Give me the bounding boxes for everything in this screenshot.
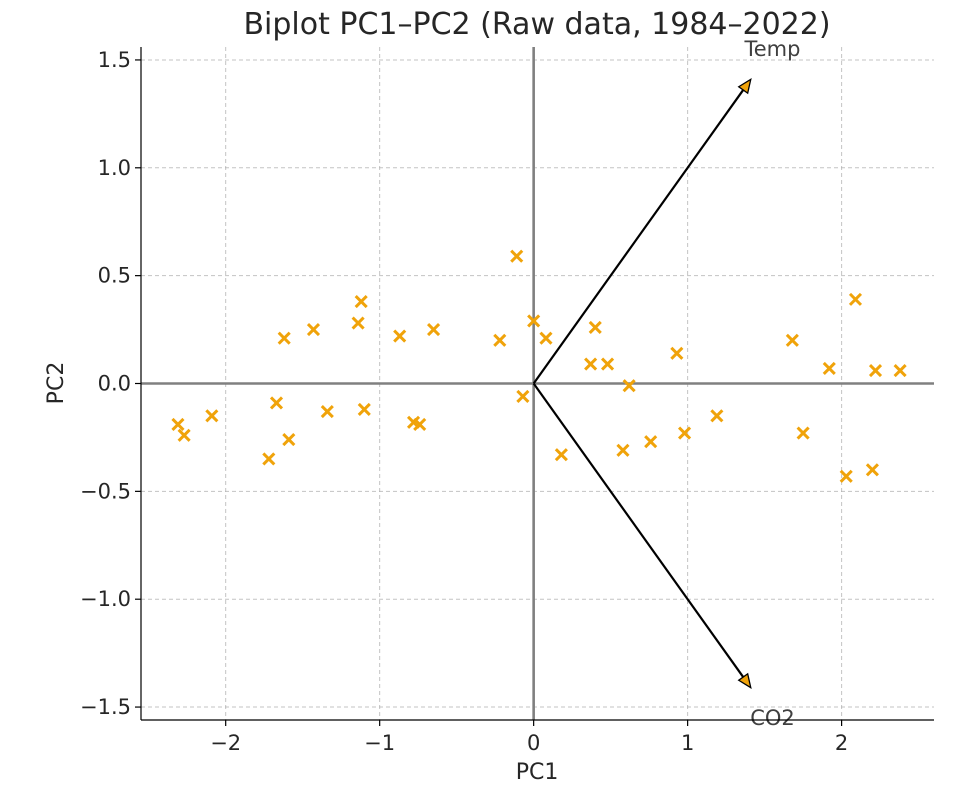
y-tick-label: −0.5 [80, 479, 131, 503]
data-point-21 [539, 331, 553, 345]
data-point-25 [601, 357, 615, 371]
x-tick-label: −1 [364, 731, 395, 755]
y-tick-label: 0.0 [98, 372, 131, 396]
data-point-26 [616, 443, 630, 457]
loading-shaft-co2 [532, 382, 745, 678]
tick-labels: −2 −1 0 1 2 −1.5 −1.0 −0.5 0.0 0.5 1.0 1.5 [80, 48, 848, 755]
loading-arrow-co2: CO2 [532, 382, 795, 730]
y-tick-label: 0.5 [98, 264, 131, 288]
data-point-4 [262, 452, 276, 466]
data-point-33 [796, 426, 810, 440]
loading-label-co2: CO2 [750, 706, 795, 730]
data-point-20 [527, 314, 541, 328]
data-point-8 [306, 323, 321, 337]
data-point-9 [320, 404, 334, 419]
data-point-36 [848, 292, 863, 306]
x-tick-label: 2 [835, 731, 848, 755]
data-point-13 [393, 329, 407, 343]
data-point-32 [785, 333, 799, 347]
data-point-29 [670, 346, 684, 360]
x-tick-label: 0 [527, 731, 540, 755]
data-point-19 [516, 389, 530, 404]
loading-vectors: Temp CO2 [532, 37, 800, 730]
data-point-37 [865, 463, 879, 477]
y-tick-label: −1.0 [80, 587, 131, 611]
loading-arrow-temp: Temp [532, 37, 800, 385]
data-point-39 [893, 363, 907, 378]
data-point-6 [277, 331, 291, 345]
y-tick-label: 1.5 [98, 48, 131, 72]
data-point-11 [354, 294, 368, 309]
x-axis-label: PC1 [516, 760, 559, 785]
data-point-34 [822, 361, 836, 375]
data-point-35 [839, 469, 853, 483]
zero-reference-lines [141, 47, 934, 720]
data-point-27 [622, 379, 636, 393]
chart-title: Biplot PC1–PC2 (Raw data, 1984–2022) [243, 7, 830, 42]
x-tick-label: −2 [210, 731, 241, 755]
loading-shaft-temp [532, 89, 745, 385]
data-point-7 [282, 433, 296, 447]
data-point-18 [510, 249, 524, 263]
loading-head-co2 [737, 672, 752, 690]
data-point-17 [493, 333, 507, 347]
data-point-5 [269, 396, 284, 410]
data-point-12 [357, 402, 371, 416]
loading-label-temp: Temp [743, 37, 800, 61]
data-point-15 [413, 417, 427, 432]
data-point-28 [644, 435, 658, 449]
x-tick-label: 1 [681, 731, 694, 755]
data-point-31 [710, 409, 724, 423]
y-tick-label: −1.5 [80, 695, 131, 719]
loading-head-temp [737, 77, 752, 95]
data-point-1 [171, 417, 185, 432]
data-point-16 [427, 323, 441, 337]
score-points [171, 249, 907, 483]
data-point-22 [554, 448, 568, 462]
data-point-2 [177, 428, 191, 442]
y-tick-label: 1.0 [98, 156, 131, 180]
data-point-3 [205, 409, 219, 423]
data-point-10 [351, 316, 365, 330]
data-point-23 [584, 357, 598, 371]
data-point-30 [677, 426, 692, 440]
y-axis-label: PC2 [44, 362, 69, 405]
data-point-38 [868, 363, 883, 378]
data-point-24 [588, 320, 602, 334]
